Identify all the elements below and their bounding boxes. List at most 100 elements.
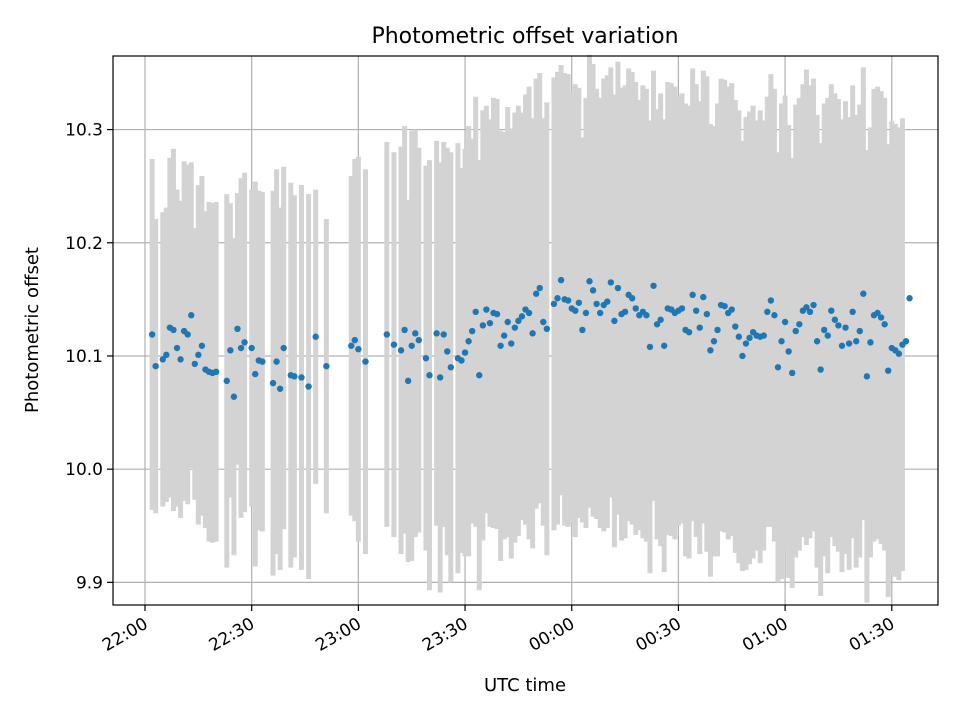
- data-point: [760, 332, 767, 339]
- data-point: [483, 306, 490, 313]
- data-point: [440, 331, 447, 338]
- data-point: [508, 340, 515, 347]
- data-point: [177, 356, 184, 363]
- x-axis-label: UTC time: [484, 675, 566, 696]
- data-point: [700, 293, 707, 301]
- data-point: [849, 308, 856, 316]
- data-point: [813, 338, 821, 345]
- point-layer: [148, 276, 913, 400]
- data-point: [806, 308, 814, 316]
- data-point: [525, 309, 533, 317]
- data-point: [867, 339, 874, 346]
- data-point: [586, 278, 593, 285]
- data-point: [461, 349, 469, 356]
- data-point: [707, 347, 714, 354]
- data-point: [426, 372, 433, 379]
- data-point: [604, 298, 611, 305]
- data-point: [575, 299, 583, 306]
- data-point: [885, 367, 892, 374]
- data-point: [397, 347, 405, 354]
- data-point: [821, 326, 828, 334]
- data-point: [828, 307, 835, 314]
- data-point: [810, 301, 817, 309]
- data-point: [863, 373, 871, 380]
- data-point: [593, 300, 600, 308]
- data-point: [582, 309, 590, 317]
- data-point: [227, 347, 234, 354]
- data-point: [554, 295, 561, 302]
- data-point: [653, 321, 661, 328]
- data-point: [817, 366, 824, 373]
- data-point: [212, 368, 220, 376]
- data-point: [543, 325, 551, 333]
- data-point: [564, 297, 572, 304]
- data-point: [824, 332, 831, 339]
- data-point: [291, 373, 298, 380]
- data-point: [771, 312, 778, 319]
- y-tick-label: 9.9: [76, 573, 103, 593]
- y-axis-ticks: 9.9 10.0 10.1 10.2 10.3: [65, 121, 113, 593]
- data-point: [159, 356, 166, 363]
- data-point: [739, 352, 746, 360]
- data-point: [305, 383, 312, 390]
- data-point: [611, 317, 618, 325]
- data-point: [842, 324, 849, 331]
- data-point: [312, 333, 319, 340]
- data-point: [351, 336, 359, 344]
- data-point: [678, 305, 686, 312]
- data-point: [198, 342, 206, 349]
- data-point: [447, 364, 455, 371]
- y-tick-label: 10.3: [65, 121, 103, 141]
- data-point: [796, 321, 803, 328]
- plot-frame: [112, 55, 939, 606]
- data-point: [735, 333, 743, 340]
- data-point: [660, 342, 668, 349]
- data-point: [362, 358, 369, 365]
- data-point: [895, 350, 903, 357]
- data-point: [732, 323, 739, 330]
- data-point: [486, 319, 494, 327]
- data-point: [493, 310, 501, 318]
- data-point: [831, 316, 839, 323]
- data-point: [465, 338, 472, 345]
- data-point: [874, 309, 881, 317]
- data-point: [643, 312, 650, 319]
- data-point: [436, 374, 444, 381]
- data-point: [504, 318, 511, 326]
- data-point: [536, 284, 543, 292]
- data-point: [383, 331, 391, 338]
- data-point: [188, 312, 195, 319]
- data-point: [792, 327, 799, 335]
- data-point: [348, 342, 355, 349]
- data-point: [550, 300, 558, 308]
- data-point: [710, 338, 718, 345]
- data-point: [835, 322, 842, 329]
- data-point: [596, 309, 604, 317]
- data-point: [860, 290, 867, 297]
- y-axis-label: Photometric offset: [22, 247, 43, 413]
- data-point: [163, 351, 170, 359]
- data-point: [589, 287, 597, 294]
- data-point: [557, 276, 565, 284]
- data-point: [276, 385, 284, 392]
- data-point: [433, 330, 440, 337]
- data-point: [657, 316, 664, 323]
- data-point: [458, 357, 465, 364]
- data-point: [415, 336, 423, 344]
- data-point: [273, 358, 280, 365]
- data-point: [728, 306, 735, 313]
- data-point: [148, 331, 156, 338]
- data-point: [191, 360, 198, 368]
- data-point: [685, 328, 693, 336]
- data-point: [404, 377, 412, 385]
- data-point: [401, 326, 408, 334]
- data-point: [853, 338, 860, 345]
- data-point: [856, 327, 863, 335]
- data-point: [703, 310, 711, 318]
- data-point: [444, 348, 451, 355]
- data-point: [230, 393, 238, 400]
- data-point: [632, 305, 639, 312]
- data-point: [781, 318, 789, 326]
- data-point: [529, 330, 536, 337]
